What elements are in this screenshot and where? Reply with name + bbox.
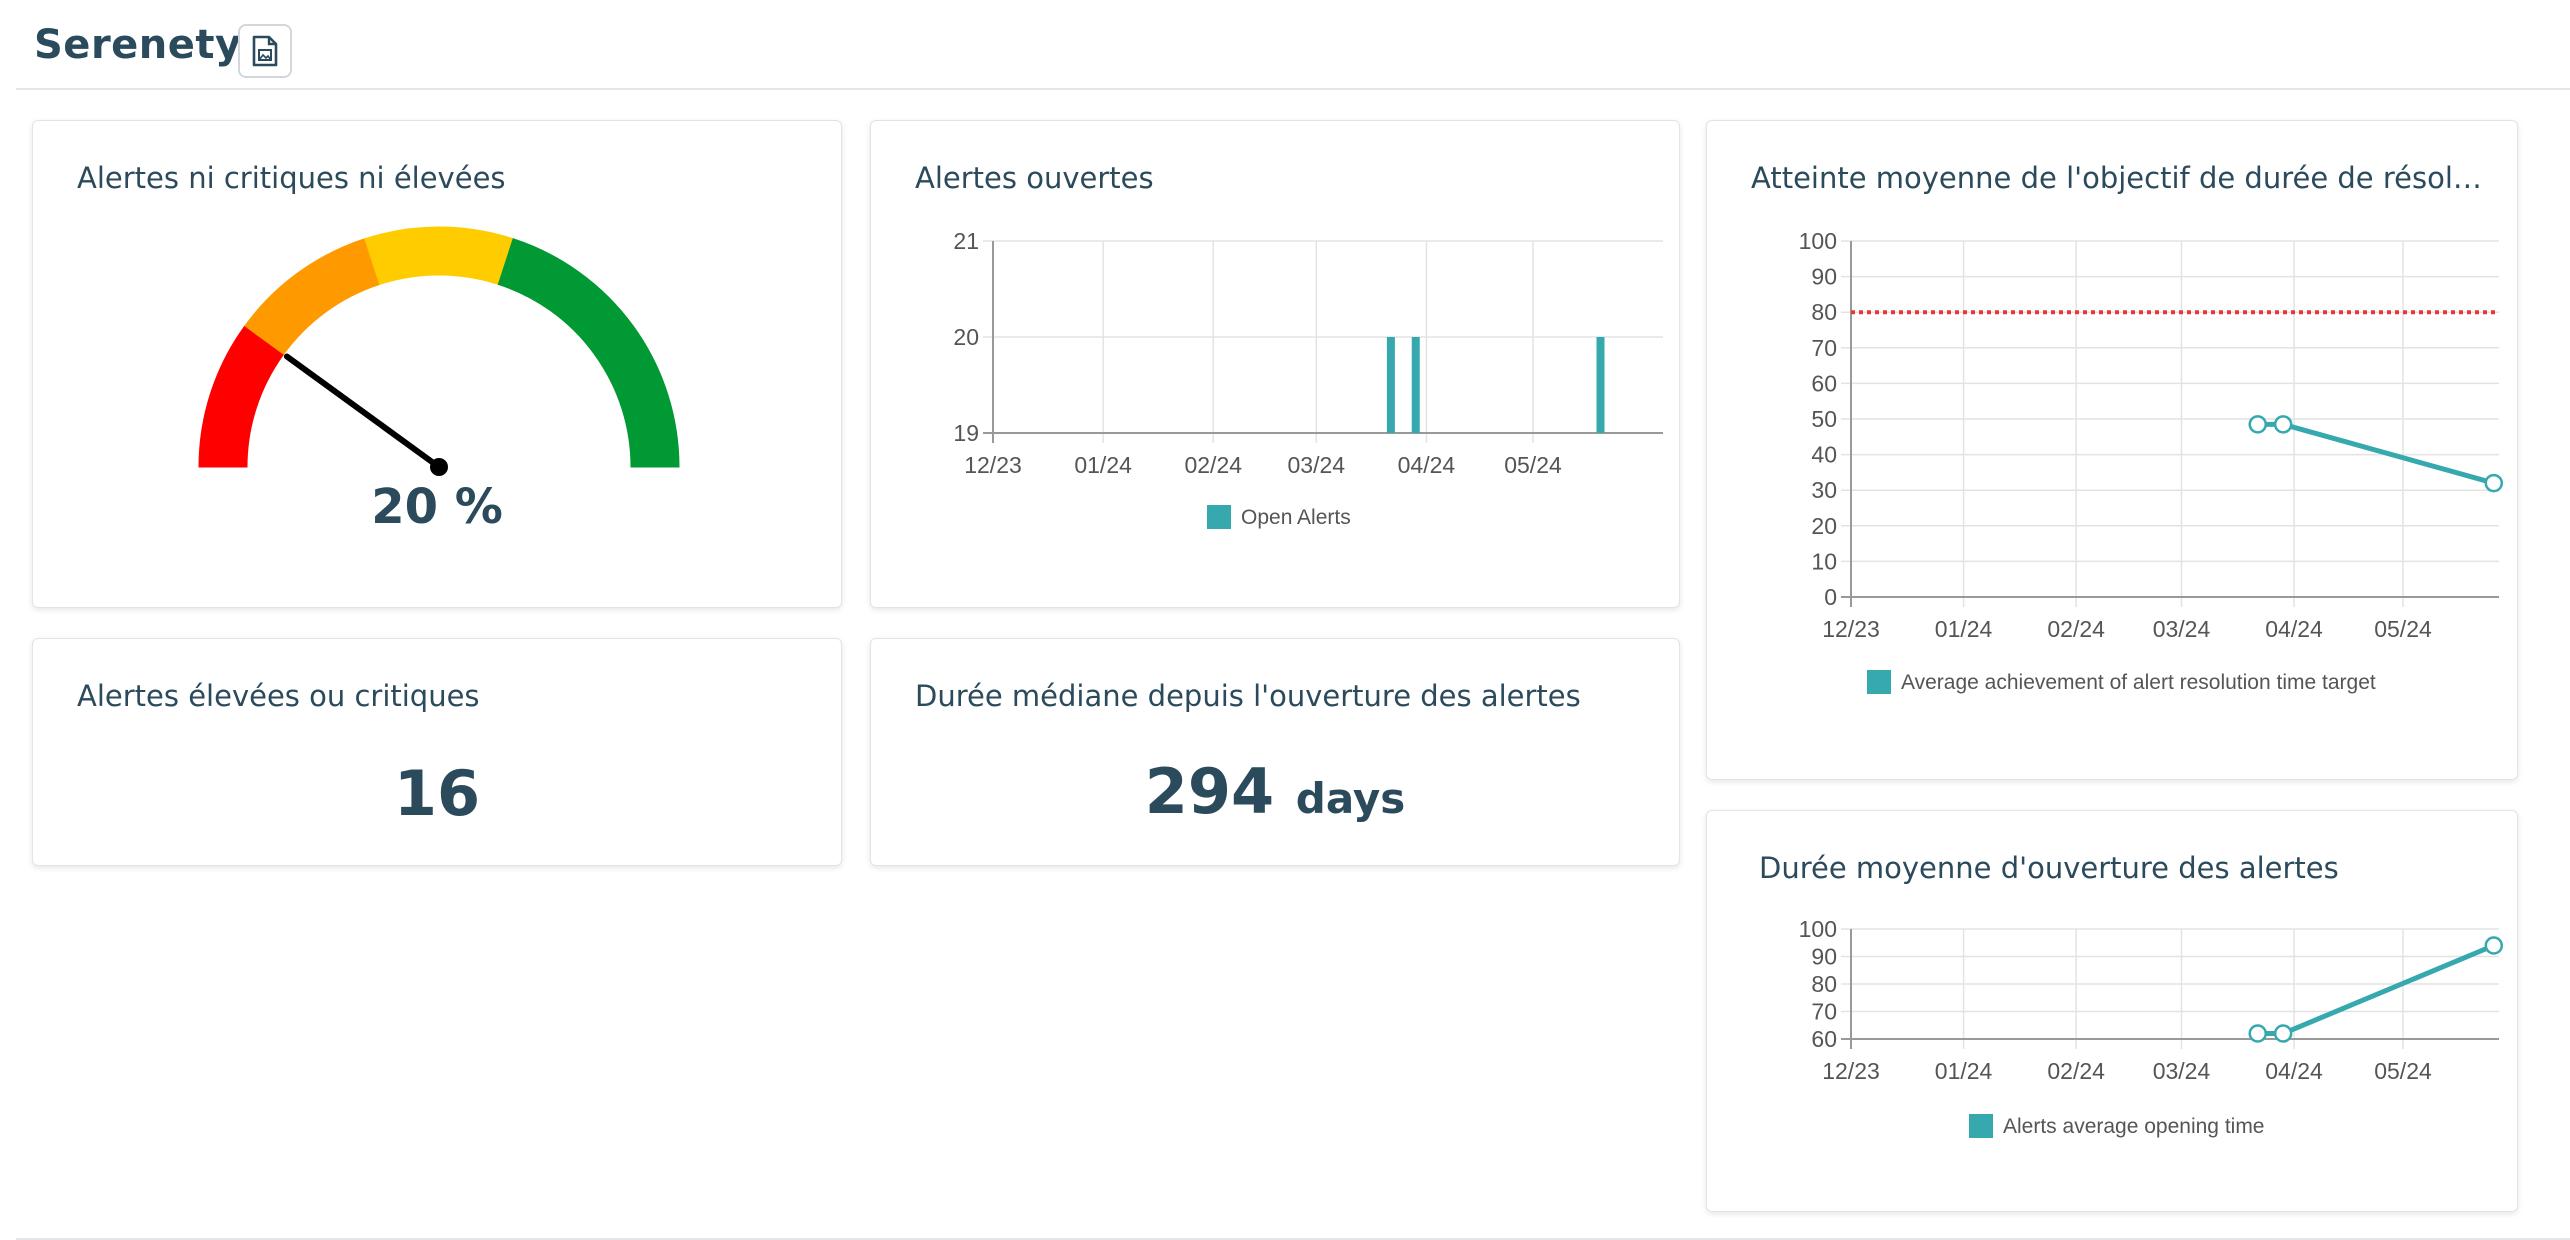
gauge-segment xyxy=(198,325,285,468)
gauge-chart xyxy=(198,226,680,476)
y-tick-label: 10 xyxy=(1811,548,1837,574)
y-tick-label: 60 xyxy=(1811,1026,1837,1052)
x-tick-label: 12/23 xyxy=(1822,616,1880,642)
x-tick-label: 05/24 xyxy=(2374,616,2432,642)
app-title: Serenety xyxy=(34,22,242,68)
x-tick-label: 04/24 xyxy=(2265,1058,2323,1084)
x-tick-label: 03/24 xyxy=(2153,616,2211,642)
y-tick-label: 19 xyxy=(953,420,979,446)
gauge-needle xyxy=(283,353,442,470)
y-tick-label: 21 xyxy=(953,228,979,254)
open-alerts-chart: 19 20 21 12/23 01/24 02/24 03/24 04/24 05/24 Open… xyxy=(953,228,1663,529)
gauge-needle-hub xyxy=(430,458,448,476)
y-tick-label: 20 xyxy=(953,324,979,350)
x-tick-label: 12/23 xyxy=(1822,1058,1880,1084)
x-tick-label: 05/24 xyxy=(2374,1058,2432,1084)
x-tick-label: 05/24 xyxy=(1504,452,1562,478)
y-tick-label: 0 xyxy=(1824,584,1837,610)
y-tick-label: 80 xyxy=(1811,299,1837,325)
x-tick-label: 12/23 xyxy=(964,452,1022,478)
y-tick-label: 90 xyxy=(1811,944,1837,970)
gauge-segment xyxy=(244,238,381,355)
gauge-segment xyxy=(497,238,680,468)
y-tick-label: 100 xyxy=(1799,916,1837,942)
target-achievement-chart: 0 10 20 30 40 50 60 70 80 90 100 12/23 01/24 02/24 03/… xyxy=(1799,228,2504,694)
series-line xyxy=(2257,943,2495,1036)
median-duration-card: Durée médiane depuis l'ouverture des ale… xyxy=(870,638,1680,866)
data-point xyxy=(2484,936,2504,955)
y-tick-label: 80 xyxy=(1811,971,1837,997)
x-tick-label: 03/24 xyxy=(1288,452,1346,478)
median-duration-value: 294 days xyxy=(871,755,1679,828)
high-alerts-value: 16 xyxy=(393,757,481,830)
median-duration-title: Durée médiane depuis l'ouverture des ale… xyxy=(915,679,1581,713)
data-point xyxy=(2484,473,2504,493)
legend-swatch xyxy=(1867,670,1891,694)
x-tick-label: 01/24 xyxy=(1074,452,1132,478)
data-point xyxy=(2273,415,2293,434)
target-achievement-card: Atteinte moyenne de l'objectif de durée … xyxy=(1706,120,2518,780)
high-alerts-card: Alertes élevées ou critiques 16 xyxy=(32,638,842,866)
open-alerts-card: Alertes ouvertes 19 20 21 12/23 01/24 02/24 03… xyxy=(870,120,1680,608)
gauge-card: Alertes ni critiques ni élevées 20 % xyxy=(32,120,842,608)
series-line xyxy=(2257,421,2495,486)
data-point xyxy=(2248,1024,2267,1043)
gauge-value: 20 % xyxy=(371,479,503,535)
report-file-icon xyxy=(252,35,278,67)
y-tick-label: 70 xyxy=(1811,335,1837,361)
bar xyxy=(1596,337,1605,433)
x-tick-label: 02/24 xyxy=(1184,452,1242,478)
legend-label: Alerts average opening time xyxy=(2003,1115,2265,1138)
data-point xyxy=(2248,415,2267,434)
report-button[interactable] xyxy=(238,24,292,78)
y-tick-label: 30 xyxy=(1811,477,1837,503)
x-tick-label: 04/24 xyxy=(2265,616,2323,642)
bottom-divider xyxy=(16,1238,2570,1240)
legend-swatch xyxy=(1969,1114,1993,1138)
x-tick-label: 01/24 xyxy=(1935,616,1993,642)
x-tick-label: 02/24 xyxy=(2047,1058,2105,1084)
median-duration-number: 294 xyxy=(1144,755,1275,828)
y-tick-label: 90 xyxy=(1811,264,1837,290)
legend-label: Open Alerts xyxy=(1241,506,1351,529)
bar xyxy=(1386,337,1395,433)
y-tick-label: 40 xyxy=(1811,442,1837,468)
data-point xyxy=(2273,1024,2293,1043)
x-tick-label: 04/24 xyxy=(1398,452,1456,478)
avg-opening-time-card: Durée moyenne d'ouverture des alertes 60… xyxy=(1706,810,2518,1212)
high-alerts-title: Alertes élevées ou critiques xyxy=(77,679,480,713)
top-bar: Serenety xyxy=(16,0,2570,90)
x-tick-label: 03/24 xyxy=(2153,1058,2211,1084)
y-tick-label: 60 xyxy=(1811,370,1837,396)
bar xyxy=(1411,337,1420,433)
y-tick-label: 50 xyxy=(1811,406,1837,432)
x-tick-label: 02/24 xyxy=(2047,616,2105,642)
legend-label: Average achievement of alert resolution … xyxy=(1901,671,2376,694)
x-tick-label: 01/24 xyxy=(1935,1058,1993,1084)
y-tick-label: 100 xyxy=(1799,228,1837,254)
y-tick-label: 20 xyxy=(1811,513,1837,539)
gauge-segment xyxy=(364,226,514,286)
y-tick-label: 70 xyxy=(1811,999,1837,1025)
legend-swatch xyxy=(1207,505,1231,529)
median-duration-unit: days xyxy=(1295,774,1406,823)
